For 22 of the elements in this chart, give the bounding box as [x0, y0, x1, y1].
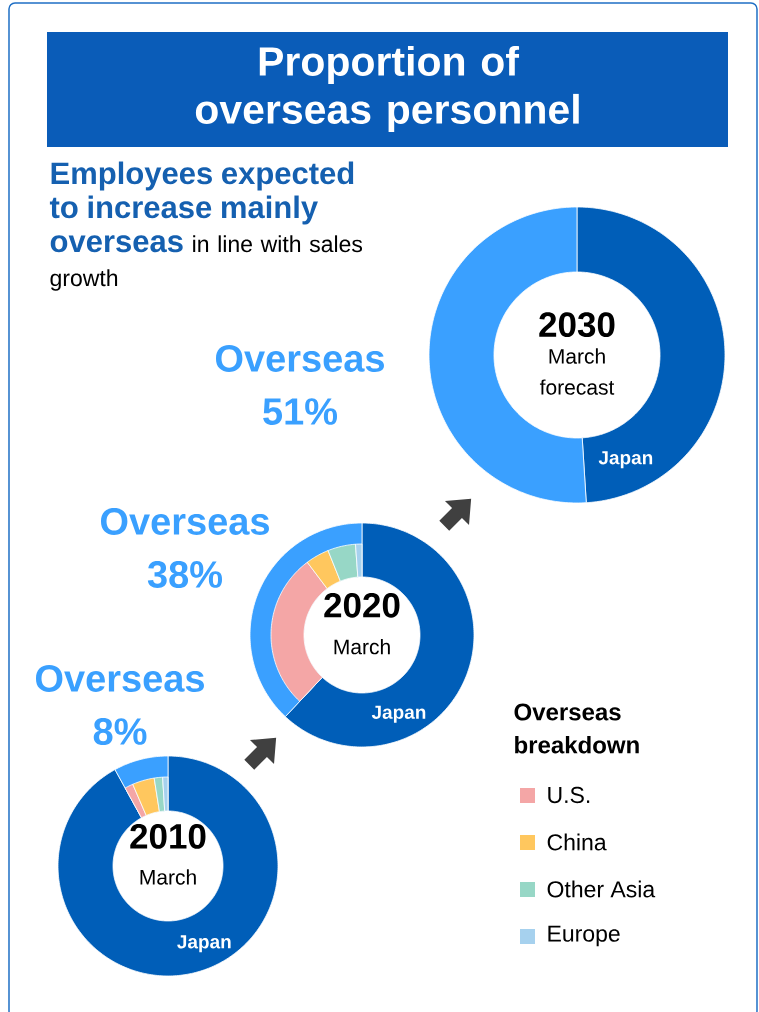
slice-label: Japan — [598, 451, 653, 469]
text: March forecast — [539, 348, 615, 395]
legend-title: Overseas breakdown — [514, 703, 639, 754]
slice-label: Japan — [177, 935, 231, 953]
slice-label: Overseas — [35, 665, 204, 692]
slice-label: Overseas — [100, 508, 269, 535]
legend-label: China — [547, 833, 607, 851]
text: 8% — [93, 718, 147, 745]
text: 2030 — [539, 312, 615, 338]
text: 2010 — [130, 824, 206, 849]
slice-label: Japan — [371, 705, 426, 723]
text: Employees expected to increase mainly overseas in line with sales growth — [49, 161, 363, 291]
chart-title: Proportion of overseas personnel — [195, 45, 579, 133]
legend-label: Other Asia — [547, 880, 656, 898]
text: March — [140, 869, 196, 885]
slice-label: Overseas — [215, 345, 384, 372]
legend-label: U.S. — [548, 786, 590, 804]
text: 2020 — [324, 592, 400, 618]
legend-label: Europe — [548, 925, 620, 947]
text: March — [334, 638, 390, 655]
data-label: 51% — [263, 398, 338, 425]
text: 38% — [147, 561, 223, 588]
